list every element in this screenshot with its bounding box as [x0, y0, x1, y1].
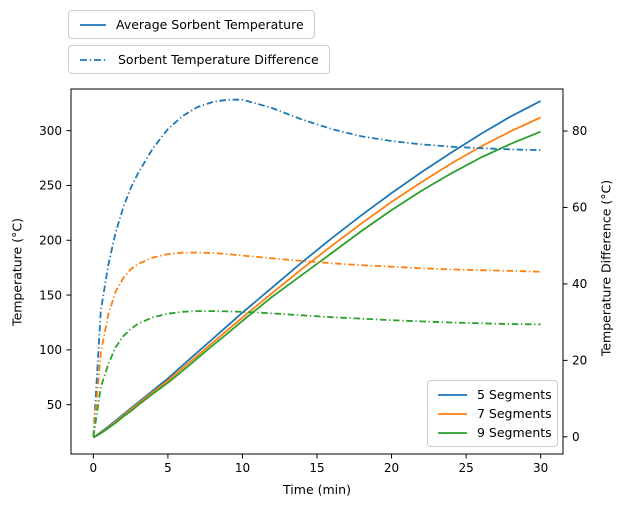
series-line-3	[92, 98, 541, 437]
legend-sorbent-temperature-difference: Sorbent Temperature Difference	[68, 45, 330, 74]
y-right-tick-label: 20	[572, 354, 587, 368]
y-left-tick-label: 250	[39, 179, 62, 193]
y-right-tick-label: 80	[572, 124, 587, 138]
y-axis-label-right: Temperature Difference (°C)	[598, 179, 614, 357]
dashdot-line-sample-icon	[80, 58, 108, 61]
y-left-tick-label: 200	[39, 233, 62, 247]
y-axis-label-left: Temperature (°C)	[9, 218, 25, 326]
x-tick-label: 0	[90, 461, 98, 475]
series-line-2	[92, 130, 541, 439]
legend-average-sorbent-temperature: Average Sorbent Temperature	[68, 10, 315, 39]
series-line-4	[92, 251, 541, 437]
legend-label: 9 Segments	[477, 425, 552, 440]
solid-line-sample-icon	[80, 23, 106, 26]
x-tick-label: 15	[309, 461, 324, 475]
y-left-tick-label: 50	[47, 398, 62, 412]
x-tick-label: 10	[235, 461, 250, 475]
legend-entry-5-segments: 5 Segments	[437, 387, 552, 402]
legend-entry: Average Sorbent Temperature	[79, 17, 304, 32]
legend-segments: 5 Segments 7 Segments 9 Segments	[427, 380, 558, 447]
legend-entry-9-segments: 9 Segments	[437, 425, 552, 440]
x-axis-label: Time (min)	[283, 482, 351, 497]
legend-entry: Sorbent Temperature Difference	[79, 52, 319, 67]
y-right-tick-label: 40	[572, 277, 587, 291]
y-left-tick-label: 100	[39, 343, 62, 357]
y-right-tick-label: 0	[572, 430, 580, 444]
solid-line-sample-icon	[438, 431, 467, 434]
y-right-tick-label: 60	[572, 201, 587, 215]
y-left-tick-label: 150	[39, 288, 62, 302]
solid-line-sample-icon	[438, 393, 467, 396]
y-left-tick-label: 300	[39, 124, 62, 138]
legend-label: Sorbent Temperature Difference	[118, 52, 319, 67]
x-tick-label: 20	[384, 461, 399, 475]
legend-entry-7-segments: 7 Segments	[437, 406, 552, 421]
x-tick-label: 30	[533, 461, 548, 475]
solid-line-sample-icon	[438, 412, 467, 415]
legend-label: Average Sorbent Temperature	[116, 17, 304, 32]
x-tick-label: 5	[164, 461, 172, 475]
legend-label: 7 Segments	[477, 406, 552, 421]
legend-label: 5 Segments	[477, 387, 552, 402]
x-tick-label: 25	[458, 461, 473, 475]
